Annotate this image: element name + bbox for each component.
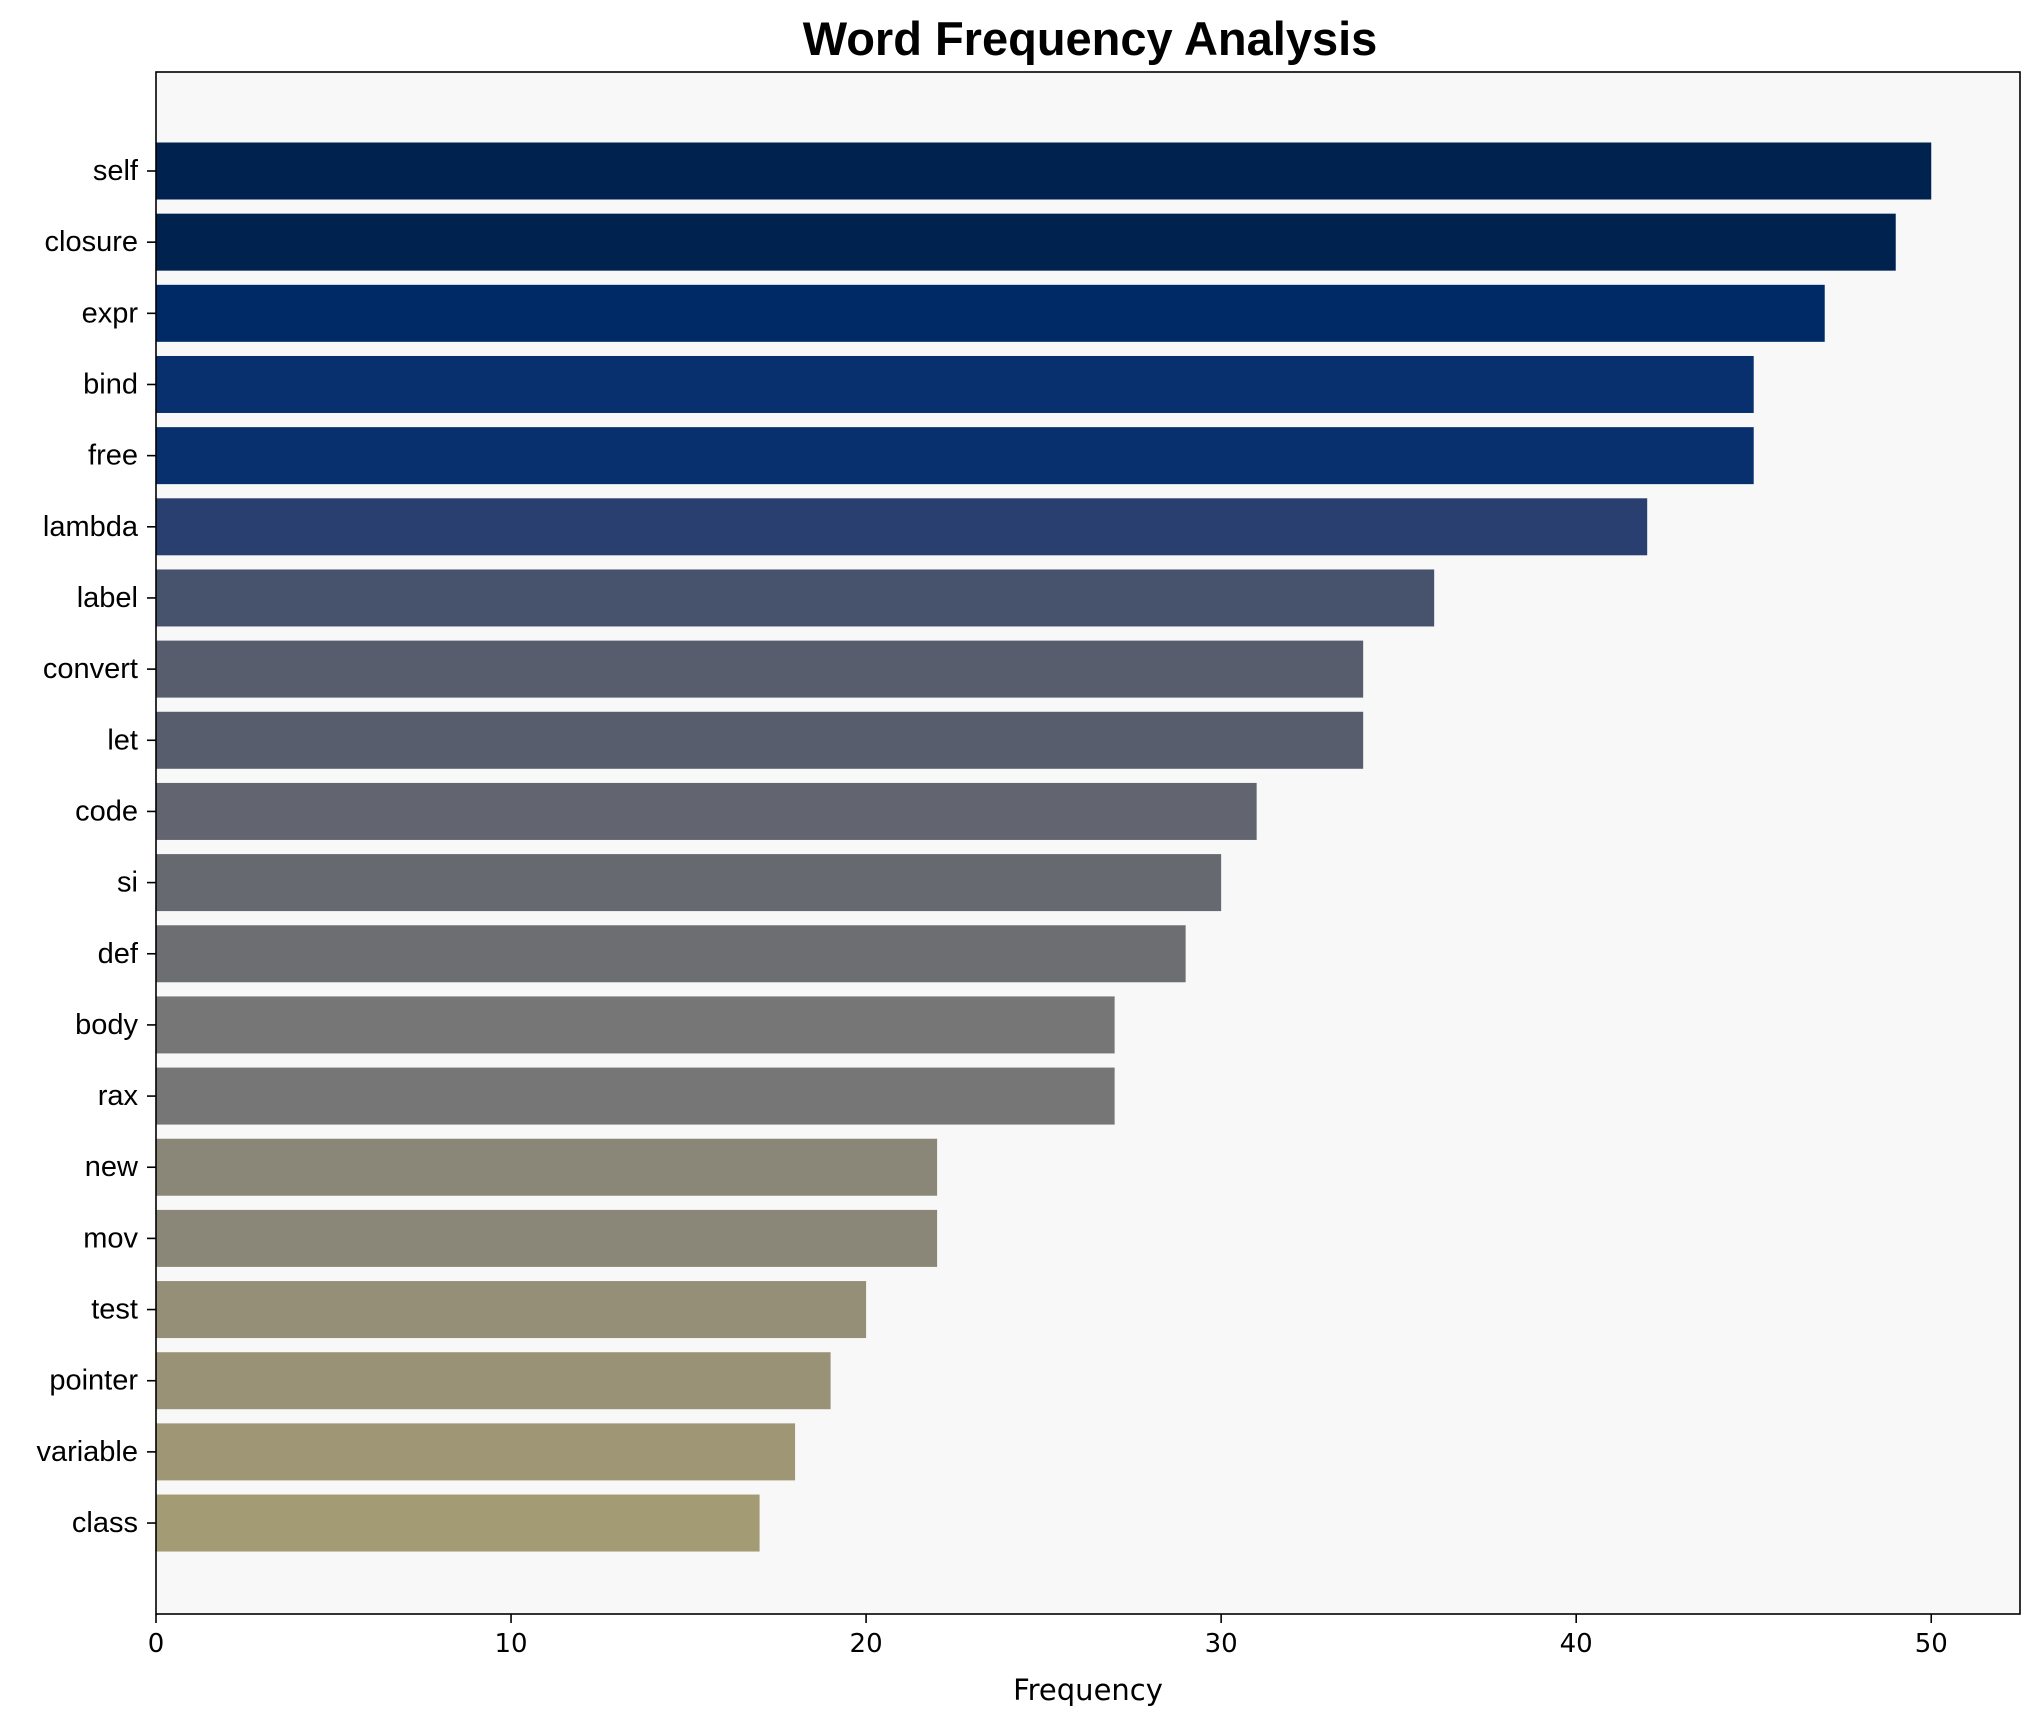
bar-convert [156, 640, 1364, 698]
category-label-label: label [77, 582, 138, 614]
bar-lambda [156, 498, 1648, 556]
x-tick-label-0: 0 [148, 1629, 165, 1659]
category-label-new: new [85, 1151, 139, 1183]
bars-group [156, 142, 1932, 1552]
category-label-mov: mov [83, 1222, 138, 1254]
bar-label [156, 569, 1435, 627]
category-label-lambda: lambda [43, 511, 139, 543]
bar-body [156, 996, 1115, 1054]
category-label-code: code [75, 795, 138, 827]
x-tick-label-50: 50 [1915, 1629, 1948, 1659]
bar-mov [156, 1209, 938, 1267]
x-tick-label-20: 20 [850, 1629, 883, 1659]
category-label-rax: rax [98, 1080, 139, 1112]
category-labels: self closure expr bind free lambda label conver… [36, 155, 156, 1539]
category-label-bind: bind [83, 368, 138, 400]
category-label-expr: expr [82, 297, 139, 329]
category-label-free: free [88, 440, 138, 472]
category-label-pointer: pointer [49, 1365, 138, 1397]
bar-def [156, 925, 1186, 983]
x-tick-label-30: 30 [1205, 1629, 1238, 1659]
bar-si [156, 854, 1222, 912]
category-label-let: let [107, 724, 138, 756]
bar-code [156, 782, 1257, 840]
category-label-convert: convert [43, 653, 138, 685]
bar-pointer [156, 1352, 831, 1410]
plot-frame [155, 71, 2021, 1615]
bar-rax [156, 1067, 1115, 1125]
category-label-class: class [72, 1507, 138, 1539]
bar-self [156, 142, 1932, 200]
category-label-closure: closure [45, 226, 139, 258]
bar-bind [156, 355, 1754, 413]
bar-new [156, 1138, 938, 1196]
bar-test [156, 1281, 867, 1339]
bar-class [156, 1494, 760, 1552]
bar-expr [156, 284, 1825, 342]
category-label-self: self [93, 155, 139, 187]
category-label-test: test [91, 1294, 138, 1326]
bar-let [156, 711, 1364, 769]
category-label-variable: variable [36, 1436, 138, 1468]
x-tick-label-40: 40 [1560, 1629, 1593, 1659]
chart-title: Word Frequency Analysis [803, 12, 1378, 65]
bar-closure [156, 213, 1896, 271]
x-axis-ticks: 0 10 20 30 40 50 [148, 1614, 1948, 1659]
category-label-si: si [117, 867, 138, 899]
x-axis-title: Frequency [1013, 1673, 1163, 1707]
category-label-def: def [98, 938, 139, 970]
category-label-body: body [75, 1009, 138, 1041]
bar-variable [156, 1423, 796, 1481]
x-tick-label-10: 10 [495, 1629, 528, 1659]
bar-free [156, 427, 1754, 485]
